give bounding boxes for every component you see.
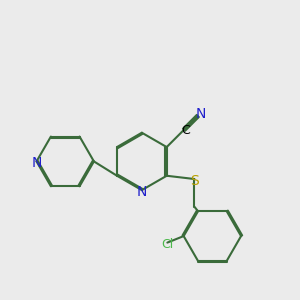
Text: N: N — [137, 184, 147, 199]
Text: N: N — [31, 156, 42, 170]
Text: Cl: Cl — [161, 238, 173, 250]
Text: C: C — [181, 124, 190, 136]
Text: N: N — [196, 107, 206, 121]
Text: S: S — [190, 173, 199, 188]
